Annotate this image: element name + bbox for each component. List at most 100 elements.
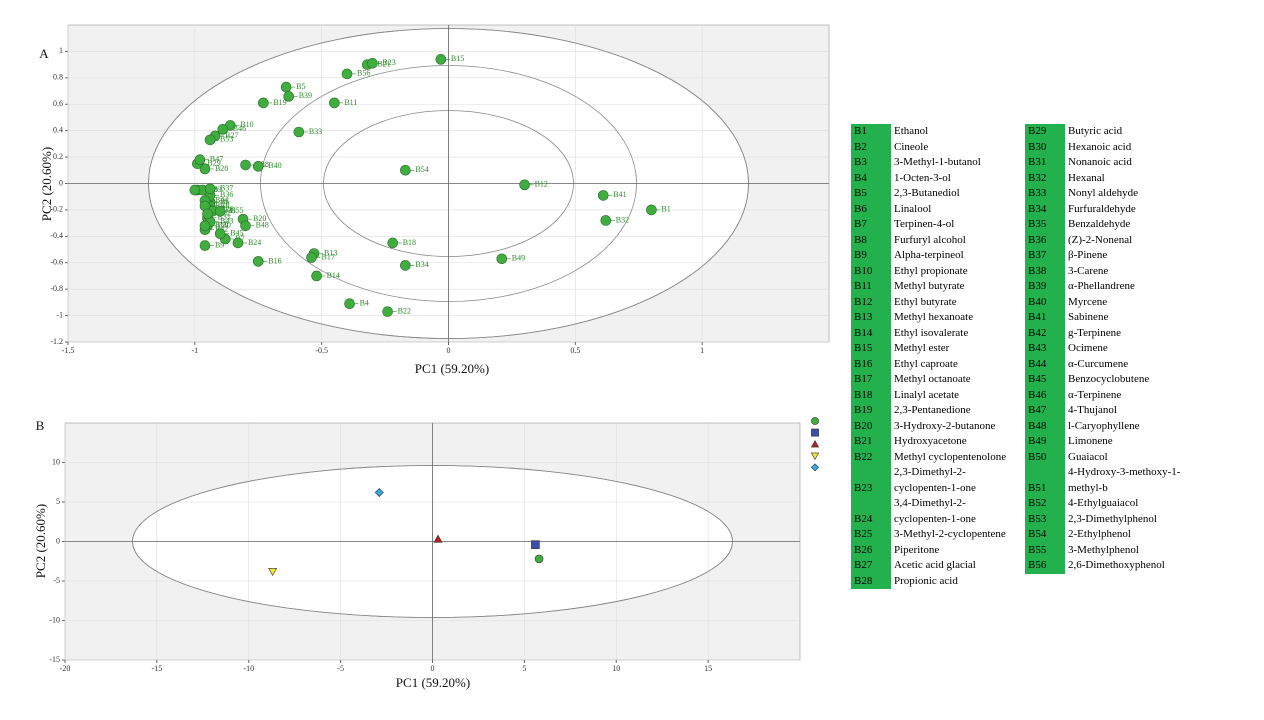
compound-code: B34 <box>1025 201 1065 217</box>
compound-name: l-Caryophyllene <box>1068 419 1140 432</box>
compound-code: B44 <box>1025 356 1065 372</box>
compound-code: B25 <box>851 527 891 543</box>
compound-name: Methyl ester <box>894 342 950 354</box>
point-label: B27 <box>225 131 238 140</box>
marker <box>374 488 384 497</box>
compound-name: Ethyl isovalerate <box>894 326 969 339</box>
point-label: B37 <box>220 184 233 193</box>
compound-code: B18 <box>851 387 891 403</box>
compound-name: Ethyl butyrate <box>894 295 957 308</box>
legend-row: B17 Methyl octanoate <box>851 372 1023 388</box>
legend-row: B19 2,3-Pentanedione <box>851 403 1023 419</box>
compound-name: 2,3-Dimethyl-2-cyclopenten-1-one <box>894 466 976 494</box>
legend-row: B31 Nonanoic acid <box>1025 155 1197 171</box>
marker <box>189 184 201 196</box>
legend-row: B52 4-Ethylguaiacol <box>1025 496 1197 512</box>
compound-code: B49 <box>1025 434 1065 450</box>
y-tick-label: -0.2 <box>50 205 63 214</box>
legend-row: B9 Alpha-terpineol <box>851 248 1023 264</box>
x-tick-label: 0.5 <box>570 346 580 355</box>
marker <box>252 256 264 267</box>
compound-code: B32 <box>1025 170 1065 186</box>
marker <box>433 534 443 543</box>
point-label: B45 <box>230 229 243 238</box>
marker <box>204 183 216 195</box>
y-tick-label: -0.4 <box>50 231 63 240</box>
marker <box>387 237 398 249</box>
marker <box>258 97 269 109</box>
y-tick-label: 10 <box>52 457 60 466</box>
legend-row: B46 α-Terpinene <box>1025 387 1197 403</box>
compound-name: 2-Ethylphenol <box>1068 528 1131 540</box>
legend-row: B27 Acetic acid glacial <box>851 558 1023 574</box>
compound-code: B46 <box>1025 387 1065 403</box>
marker <box>531 540 540 549</box>
compound-name: g-Terpinene <box>1068 326 1121 339</box>
compound-code: B13 <box>851 310 891 326</box>
point-label: B39 <box>299 91 312 100</box>
compound-code: B29 <box>1025 124 1065 140</box>
point-label: B50 <box>215 221 228 230</box>
y-tick-label: -1.2 <box>50 337 63 346</box>
compound-name: Nonyl aldehyde <box>1068 187 1138 199</box>
compound-code: B55 <box>1025 542 1065 558</box>
compound-name: Alpha-terpineol <box>894 249 964 261</box>
point-label: B47 <box>210 155 223 164</box>
compound-code: B40 <box>1025 294 1065 310</box>
compound-name: 1-Octen-3-ol <box>894 171 951 184</box>
legend-row: B12 Ethyl butyrate <box>851 294 1023 310</box>
marker <box>329 97 340 109</box>
point-label: B8 <box>220 201 229 210</box>
legend-row: B37 β-Pinene <box>1025 248 1197 264</box>
point-label: B17 <box>322 252 335 261</box>
legend-table-right: B29 Butyric acid B30 Hexanoic acid B31 Nonano… <box>1025 124 1197 574</box>
legend-table-left: B1 Ethanol B2 Cineole B3 3-Methyl-1-butanol B4… <box>851 124 1023 589</box>
y-axis-label: PC2 (20.60%) <box>33 504 48 578</box>
y-tick-label: 0.2 <box>53 152 63 161</box>
legend-row: B49 Limonene <box>1025 434 1197 450</box>
compound-code: B16 <box>851 356 891 372</box>
legend-row: B7 Terpinen-4-ol <box>851 217 1023 233</box>
compound-name: α-Curcumene <box>1068 357 1129 370</box>
point-label: B43 <box>220 217 233 226</box>
legend-row: B1 Ethanol <box>851 124 1023 140</box>
compound-code: B48 <box>1025 418 1065 434</box>
legend-row: B54 2-Ethylphenol <box>1025 527 1197 543</box>
marker <box>435 54 447 65</box>
point-label: B24 <box>248 238 261 247</box>
compound-name: Ethanol <box>894 125 929 137</box>
legend-row: B40 Myrcene <box>1025 294 1197 310</box>
point-label: B46 <box>233 124 246 133</box>
compound-name: Benzaldehyde <box>1068 218 1131 230</box>
point-label: B30 <box>218 221 231 230</box>
legend-row: B24 3,4-Dimethyl-2-cyclopenten-1-one <box>851 496 1023 527</box>
marker <box>268 568 278 577</box>
point-label: B31 <box>218 213 231 222</box>
marker <box>400 260 411 271</box>
compound-name: Linalool <box>894 202 932 215</box>
y-tick-label: -0.8 <box>50 284 63 293</box>
compound-code: B9 <box>851 248 891 264</box>
compound-name: Myrcene <box>1068 295 1108 308</box>
x-tick-label: -1.5 <box>62 346 75 355</box>
point-label: B40 <box>268 161 281 170</box>
x-tick-label: 10 <box>612 664 620 673</box>
compound-name: (Z)-2-Nonenal <box>1068 233 1133 246</box>
marker <box>597 190 609 201</box>
legend-row: B18 Linalyl acetate <box>851 387 1023 403</box>
compound-name: 3-Carene <box>1068 264 1109 277</box>
point-label: B34 <box>415 260 428 269</box>
legend-row: B44 α-Curcumene <box>1025 356 1197 372</box>
compound-name: Benzocyclobutene <box>1068 373 1150 385</box>
legend-row: B26 Piperitone <box>851 542 1023 558</box>
compound-code: B53 <box>1025 511 1065 527</box>
compound-code: B27 <box>851 558 891 574</box>
marker <box>199 220 211 232</box>
marker <box>199 240 211 251</box>
point-label: B51 <box>215 201 228 210</box>
legend-row: B35 Benzaldehyde <box>1025 217 1197 233</box>
compound-code: B11 <box>851 279 891 295</box>
compound-code: B17 <box>851 372 891 388</box>
marker <box>367 58 378 69</box>
